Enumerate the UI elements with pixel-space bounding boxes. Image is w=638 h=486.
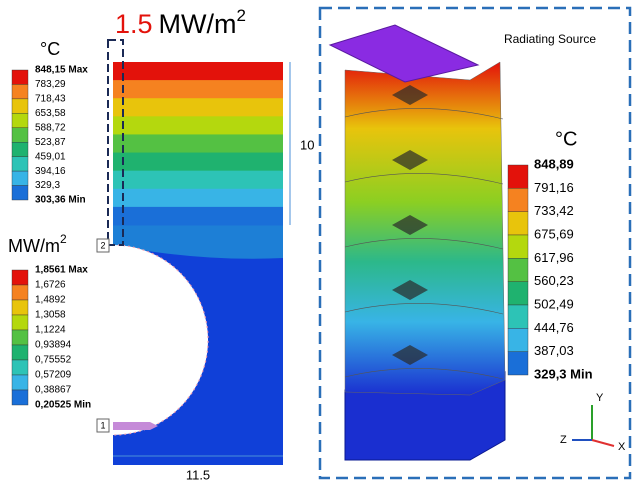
legend-swatch [508,305,528,328]
legend-label: 0,38867 [35,385,72,396]
legend-swatch [508,165,528,188]
legend-swatch [12,300,28,315]
legend-swatch [12,390,28,405]
legend-label: 523,87 [35,137,66,148]
legend-label: 653,58 [35,108,66,119]
legend-swatch [508,258,528,281]
legend-swatch [12,142,28,156]
legend-swatch [12,84,28,98]
legend-label: 394,16 [35,166,66,177]
legend-label: 329,3 Min [534,366,593,381]
legend-swatch [12,113,28,127]
temperature-band [113,62,283,81]
axis-triad: Y X Z [560,392,626,453]
legend-label: 1,4892 [35,295,66,306]
legend-swatch [508,235,528,258]
legend-swatch [12,315,28,330]
marker: 2 [100,240,105,250]
legend-label: 617,96 [534,250,574,265]
temperature-band [113,171,283,190]
panel-label: Radiating Source [504,32,596,46]
legend-label: 791,16 [534,180,574,195]
legend-label: 0,93894 [35,340,72,351]
temperature-band [113,116,283,135]
dim-height: 10 [300,137,314,152]
temperature-band [113,98,283,117]
axis-x [592,440,614,446]
legend-swatch [508,212,528,235]
dim-width: 11.5 [186,467,210,482]
legend-label: 1,8561 Max [35,265,88,276]
axis-x-label: X [618,441,626,453]
legend-label: 459,01 [35,151,66,162]
legend-swatch [508,328,528,351]
legend-label: 588,72 [35,122,66,133]
legend-label: 783,29 [35,79,66,90]
axis-y-label: Y [596,392,604,404]
legend-swatch [12,375,28,390]
title-value: 1.5 [115,9,153,39]
legend-swatch [508,188,528,211]
temperature-band [113,134,283,153]
legend-swatch [12,360,28,375]
legend-label: 848,15 Max [35,65,88,76]
legend-label: 675,69 [534,226,574,241]
legend-label: 560,23 [534,273,574,288]
legend-swatch [12,128,28,142]
legend-label: 1,1224 [35,325,66,336]
legend-label: 718,43 [35,94,66,105]
legend-label: 303,36 Min [35,195,86,206]
legend-label: 1,6726 [35,280,66,291]
legend-swatch [12,157,28,171]
temperature-band [113,207,283,226]
legend-swatch [12,70,28,84]
legend-swatch [12,330,28,345]
temperature-band [113,153,283,172]
temp-legend-unit: °C [40,39,60,59]
half-model [113,62,283,465]
temperature-band [113,80,283,99]
legend-label: 329,3 [35,180,60,191]
axis-z-label: Z [560,434,567,446]
temperature-band [113,189,283,208]
title-unit: MW/m [159,9,237,39]
legend-swatch [12,171,28,185]
legend-label: 1,3058 [35,310,66,321]
legend-label: 733,42 [534,203,574,218]
legend-swatch [12,285,28,300]
right-legend-unit: °C [555,128,577,150]
legend-swatch [508,282,528,305]
load-arrow [113,422,158,430]
legend-label: 0,20525 Min [35,400,91,411]
legend-label: 444,76 [534,320,574,335]
legend-swatch [12,186,28,200]
legend-swatch [508,352,528,375]
legend-label: 387,03 [534,343,574,358]
legend-label: 502,49 [534,296,574,311]
legend-swatch [12,345,28,360]
legend-label: 0,75552 [35,355,72,366]
marker: 1 [100,420,105,430]
flux-unit-exp: 2 [60,232,67,246]
legend-swatch [12,99,28,113]
flux-unit: MW/m [8,236,60,256]
legend-swatch [12,270,28,285]
flux-legend-unit: MW/m2 [8,232,67,256]
legend-label: 0,57209 [35,370,72,381]
lattice-column [330,25,505,460]
title-unit-exp: 2 [237,6,246,25]
legend-label: 848,89 [534,156,574,171]
figure: 1.5MW/m2 °C MW/m2 10 11.5 1 2 Radiating … [0,0,638,486]
